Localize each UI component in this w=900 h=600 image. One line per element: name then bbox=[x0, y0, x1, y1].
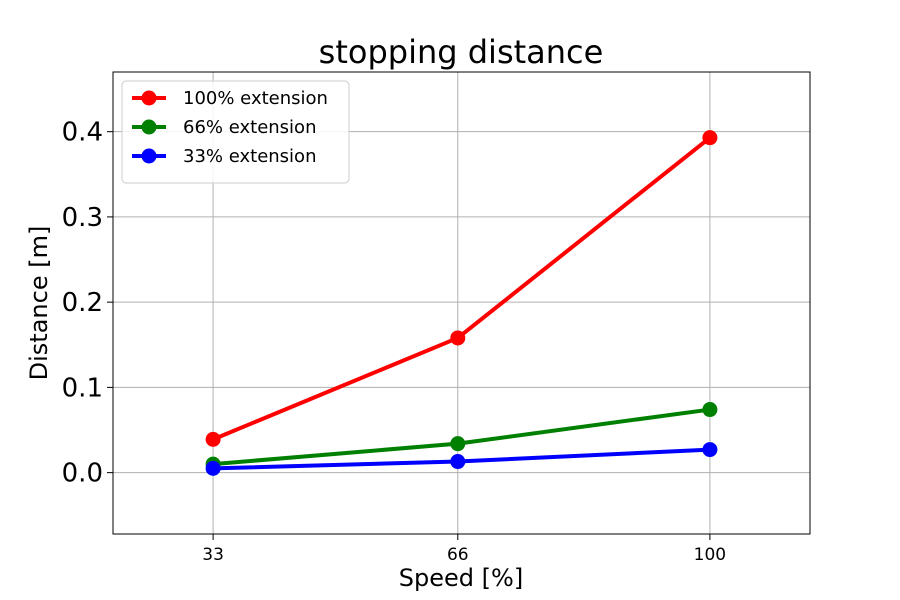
legend-marker bbox=[141, 90, 157, 106]
y-axis-label: Distance [m] bbox=[25, 226, 53, 381]
legend-label: 33% extension bbox=[183, 146, 316, 167]
legend-label: 100% extension bbox=[183, 88, 328, 109]
x-tick-label: 33 bbox=[202, 545, 224, 565]
legend-item: 100% extension bbox=[132, 88, 328, 109]
legend-marker bbox=[141, 148, 157, 164]
data-point bbox=[205, 460, 221, 476]
x-tick-label: 100 bbox=[694, 545, 726, 565]
x-axis-label: Speed [%] bbox=[399, 564, 523, 592]
data-point bbox=[702, 442, 718, 458]
data-point bbox=[450, 330, 466, 346]
data-point bbox=[450, 436, 466, 452]
y-tick-label: 0.2 bbox=[62, 288, 103, 318]
y-tick-label: 0.1 bbox=[62, 373, 103, 403]
data-point bbox=[205, 431, 221, 447]
series-0 bbox=[205, 130, 718, 447]
legend-item: 66% extension bbox=[132, 117, 316, 138]
y-tick-label: 0.0 bbox=[62, 459, 103, 489]
y-tick-label: 0.3 bbox=[62, 203, 103, 233]
data-point bbox=[702, 130, 718, 146]
ticks: 33 66 100 0.0 0.1 0.2 0.3 0.4 bbox=[62, 118, 726, 565]
series-layer bbox=[205, 130, 718, 476]
legend-label: 66% extension bbox=[183, 117, 316, 138]
plot-frame bbox=[112, 71, 811, 535]
series-2 bbox=[205, 442, 718, 476]
legend: 100% extension 66% extension 33% extension bbox=[121, 80, 350, 184]
data-point bbox=[702, 402, 718, 418]
chart-title: stopping distance bbox=[319, 33, 604, 71]
data-point bbox=[450, 454, 466, 470]
legend-item: 33% extension bbox=[132, 146, 316, 167]
legend-box bbox=[121, 80, 350, 184]
legend-marker bbox=[141, 119, 157, 135]
y-tick-label: 0.4 bbox=[62, 118, 103, 148]
x-tick-label: 66 bbox=[447, 545, 469, 565]
